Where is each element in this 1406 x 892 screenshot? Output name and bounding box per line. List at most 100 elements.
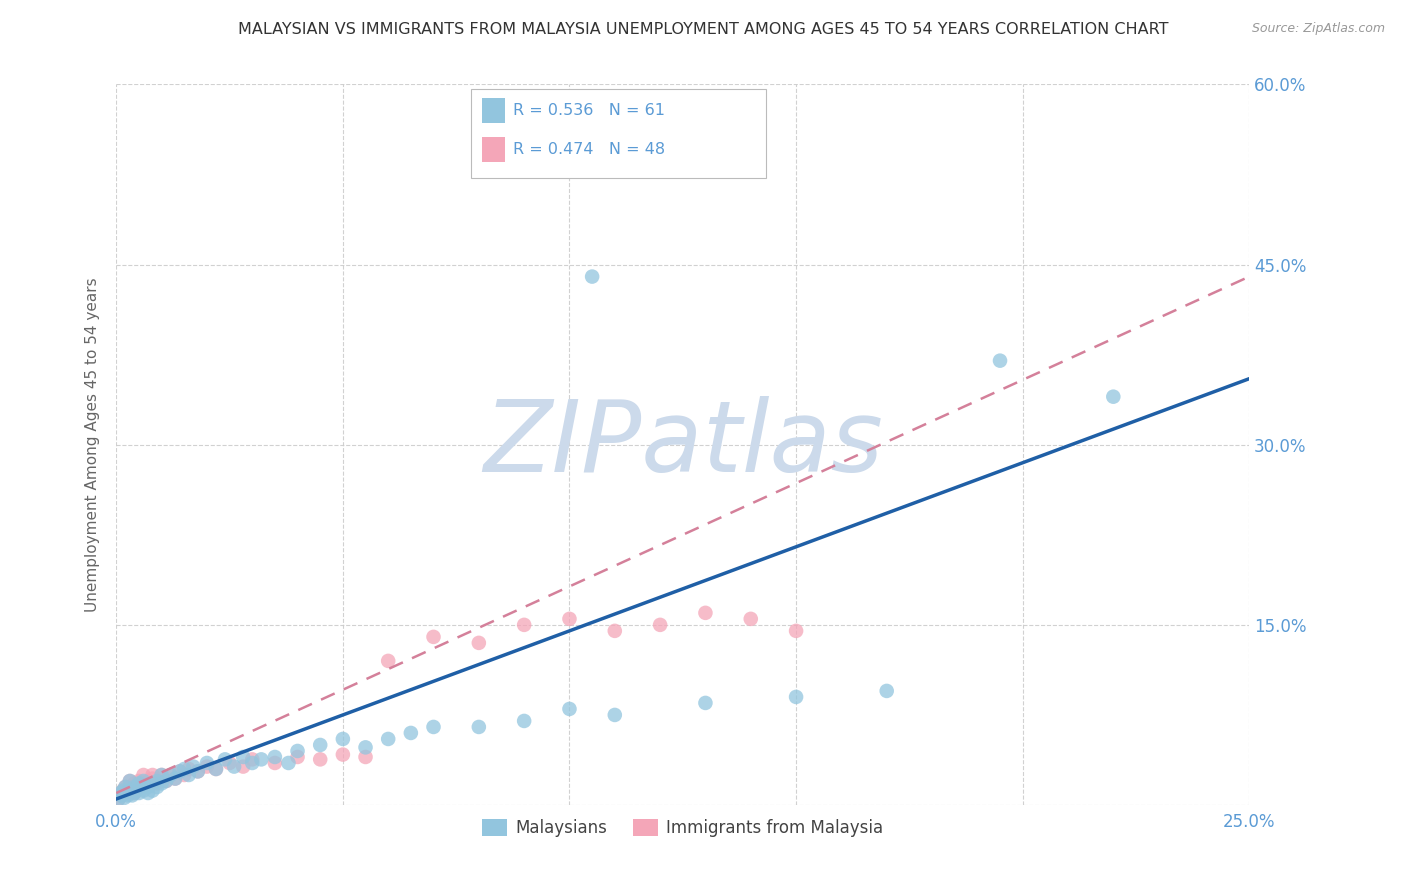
Point (128, 774, 150, 789)
Point (141, 768, 163, 782)
Point (118, 774, 141, 789)
Point (399, 726, 422, 740)
Point (264, 756, 287, 770)
Point (169, 764, 191, 779)
Point (114, 780, 136, 794)
Point (218, 756, 240, 770)
Point (224, 759, 246, 773)
Point (155, 774, 177, 789)
Point (124, 786, 146, 800)
Point (648, 618, 671, 632)
Point (107, 792, 129, 806)
Point (558, 612, 581, 626)
Point (785, 690, 807, 704)
Point (177, 768, 200, 782)
Point (124, 780, 146, 794)
Point (309, 738, 332, 752)
Point (513, 714, 536, 728)
Point (332, 731, 354, 746)
Point (112, 783, 135, 797)
Point (988, 353, 1011, 368)
Point (132, 776, 155, 790)
Point (240, 756, 263, 770)
Point (112, 783, 135, 797)
Text: ZIPatlas: ZIPatlas (482, 396, 883, 493)
Point (150, 768, 173, 782)
Point (277, 756, 299, 770)
Point (136, 786, 159, 800)
Text: R = 0.536   N = 61: R = 0.536 N = 61 (513, 103, 665, 118)
Point (309, 752, 332, 766)
Point (468, 720, 491, 734)
Point (232, 750, 254, 764)
Point (232, 759, 254, 773)
Point (173, 768, 195, 782)
Point (354, 740, 377, 755)
Point (468, 636, 491, 650)
Point (124, 786, 146, 800)
Point (150, 776, 173, 790)
Point (136, 780, 159, 794)
Point (603, 624, 626, 638)
Point (377, 654, 399, 668)
Point (111, 786, 134, 800)
Point (117, 789, 139, 803)
Point (112, 790, 135, 805)
Point (136, 774, 159, 789)
Point (173, 762, 195, 776)
Point (121, 789, 143, 803)
Point (205, 762, 228, 776)
Point (603, 707, 626, 722)
Point (250, 752, 273, 766)
Point (128, 780, 150, 794)
Point (287, 744, 309, 758)
Point (124, 776, 146, 790)
Point (128, 776, 150, 790)
Point (187, 764, 209, 779)
Point (214, 752, 236, 766)
Point (159, 768, 181, 782)
Point (558, 702, 581, 716)
Point (165, 772, 187, 786)
Point (146, 774, 169, 789)
Point (581, 269, 603, 284)
Point (187, 764, 209, 779)
Point (695, 606, 717, 620)
Point (150, 772, 173, 786)
Point (195, 756, 218, 770)
Point (117, 783, 139, 797)
Point (114, 780, 136, 794)
Point (146, 776, 169, 790)
Point (129, 780, 152, 794)
Point (115, 786, 138, 800)
Point (110, 786, 132, 800)
Point (195, 759, 218, 773)
Point (181, 759, 204, 773)
Point (332, 747, 354, 762)
Point (141, 772, 163, 786)
Point (146, 780, 169, 794)
Point (422, 720, 444, 734)
Point (114, 786, 136, 800)
Point (107, 792, 129, 806)
Point (876, 684, 898, 698)
Point (118, 774, 141, 789)
Point (155, 774, 177, 789)
Point (205, 762, 228, 776)
Point (110, 789, 132, 803)
Text: R = 0.474   N = 48: R = 0.474 N = 48 (513, 143, 665, 157)
Point (177, 762, 200, 776)
Point (240, 752, 263, 766)
Point (132, 783, 155, 797)
Point (422, 630, 444, 644)
Point (132, 774, 155, 789)
Point (740, 612, 762, 626)
Point (141, 783, 163, 797)
Point (159, 768, 181, 782)
Point (264, 750, 287, 764)
Point (513, 618, 536, 632)
Point (169, 764, 191, 779)
Point (1102, 390, 1125, 404)
Point (118, 780, 141, 794)
Point (287, 750, 309, 764)
